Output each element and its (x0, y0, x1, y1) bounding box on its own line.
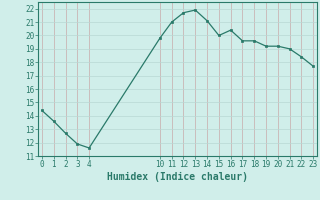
X-axis label: Humidex (Indice chaleur): Humidex (Indice chaleur) (107, 172, 248, 182)
